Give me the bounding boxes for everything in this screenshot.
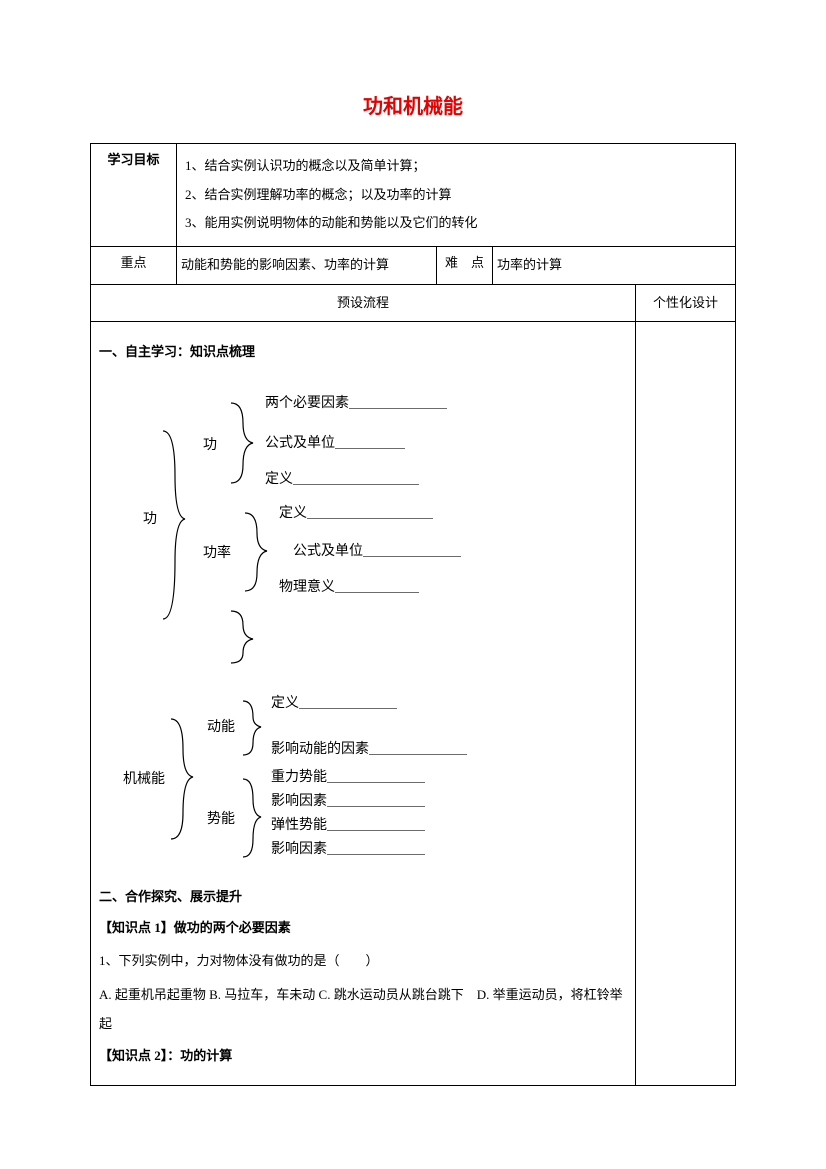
d2-b1-label: 动能 <box>207 719 235 735</box>
kp2-title: 【知识点 2】：功的计算 <box>99 1044 627 1069</box>
keypoint-label: 重点 <box>91 247 177 285</box>
diagram-energy: 机械能 动能 定义＿＿＿＿＿＿＿ 影响动能的因素＿＿＿＿＿＿＿ 势能 重力势能＿… <box>103 683 623 873</box>
goal-2: 2、结合实例理解功率的概念；以及功率的计算 <box>185 183 727 208</box>
d1-b1-i0: 两个必要因素＿＿＿＿＿＿＿ <box>265 395 447 411</box>
flow-label: 预设流程 <box>91 284 636 322</box>
goal-1: 1、结合实例认识功的概念以及简单计算； <box>185 154 727 179</box>
main-content: 一、自主学习：知识点梳理 功 功 两个必要因素＿＿＿＿＿＿＿ 公式及单位＿＿＿＿… <box>91 322 636 1086</box>
goals-cell: 1、结合实例认识功的概念以及简单计算； 2、结合实例理解功率的概念；以及功率的计… <box>177 144 736 247</box>
d1-b1-i2: 定义＿＿＿＿＿＿＿＿＿ <box>265 471 419 487</box>
section-1: 一、自主学习：知识点梳理 <box>99 340 627 365</box>
difficulty-label: 难 点 <box>437 247 493 285</box>
page-title: 功和机械能 <box>90 90 736 119</box>
d2-b1-i0: 定义＿＿＿＿＿＿＿ <box>271 695 397 711</box>
d2-b2-i0: 重力势能＿＿＿＿＿＿＿ <box>271 769 425 785</box>
d2-b1-i1: 影响动能的因素＿＿＿＿＿＿＿ <box>271 741 467 757</box>
diagram-work: 功 功 两个必要因素＿＿＿＿＿＿＿ 公式及单位＿＿＿＿＿ 定义＿＿＿＿＿＿＿＿＿… <box>103 371 623 671</box>
d2-b2-i2: 弹性势能＿＿＿＿＿＿＿ <box>271 817 425 833</box>
d2-b2-i1: 影响因素＿＿＿＿＿＿＿ <box>271 793 425 809</box>
worksheet-table: 学习目标 1、结合实例认识功的概念以及简单计算； 2、结合实例理解功率的概念；以… <box>90 143 736 1086</box>
d2-root: 机械能 <box>123 771 165 787</box>
q1-stem: 1、下列实例中，力对物体没有做功的是（ ） <box>99 947 627 976</box>
keypoint-value: 动能和势能的影响因素、功率的计算 <box>177 247 437 285</box>
personal-label: 个性化设计 <box>635 284 735 322</box>
d1-b2-i2: 物理意义＿＿＿＿＿＿ <box>279 578 419 595</box>
q1-options: A. 起重机吊起重物 B. 马拉车，车未动 C. 跳水运动员从跳台跳下 D. 举… <box>99 981 627 1038</box>
section-2: 二、合作探究、展示提升 <box>99 885 627 910</box>
d1-b1-i1: 公式及单位＿＿＿＿＿ <box>265 435 405 451</box>
d2-b2-i3: 影响因素＿＿＿＿＿＿＿ <box>271 841 425 857</box>
personal-column <box>635 322 735 1086</box>
d1-b2-label: 功率 <box>203 544 231 561</box>
goal-3: 3、能用实例说明物体的动能和势能以及它们的转化 <box>185 211 727 236</box>
goals-label: 学习目标 <box>91 144 177 247</box>
d1-b2-i0: 定义＿＿＿＿＿＿＿＿＿ <box>279 505 433 521</box>
d1-b2-i1: 公式及单位＿＿＿＿＿＿＿ <box>279 543 461 559</box>
kp1-title: 【知识点 1】做功的两个必要因素 <box>99 916 627 941</box>
d2-b2-label: 势能 <box>207 811 235 827</box>
d1-root: 功 <box>143 511 157 527</box>
difficulty-value: 功率的计算 <box>493 247 736 285</box>
d1-b1-label: 功 <box>203 437 217 453</box>
